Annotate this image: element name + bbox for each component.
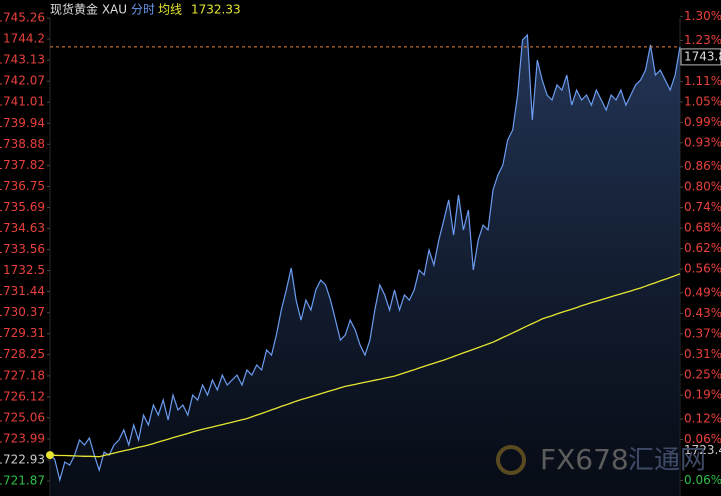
last-price-tag	[680, 48, 721, 66]
y-tick-label: 1722.93	[0, 453, 45, 467]
watermark-text: 汇通网	[628, 446, 706, 476]
y2-tick-label: 0.99%	[684, 115, 721, 129]
y-tick-label: 1743.13	[0, 53, 45, 67]
reference-price: 1723.4	[684, 443, 721, 457]
y2-tick-label: 0.56%	[684, 262, 721, 276]
chart-title: 现货黄金 XAU	[50, 2, 127, 17]
mode-label: 分时	[131, 3, 155, 17]
average-line	[49, 273, 681, 458]
y-tick-label: 1744.2	[3, 31, 45, 45]
y-tick-label: 1734.63	[0, 221, 45, 235]
average-start-dot	[46, 451, 54, 460]
y2-tick-label: 0.06%	[684, 432, 721, 446]
y2-tick-label: 0.62%	[684, 241, 721, 255]
average-value: 1732.33	[191, 3, 241, 17]
y-tick-label: 1736.75	[0, 179, 45, 193]
y-tick-label: 1737.82	[0, 158, 45, 172]
y2-tick-label: 0.74%	[684, 200, 721, 214]
y-tick-label: 1742.07	[0, 74, 45, 88]
y-tick-label: 1728.25	[0, 347, 45, 361]
y-tick-label: 1723.99	[0, 432, 45, 446]
y-tick-label: 1732.5	[3, 263, 45, 277]
y2-tick-label: 0.19%	[684, 388, 721, 402]
y2-tick-label: 0.37%	[684, 326, 721, 340]
watermark-text: FX678	[540, 443, 629, 476]
average-label: 均线	[158, 3, 182, 17]
y2-tick-label: 0.86%	[684, 159, 721, 173]
y-tick-label: 1727.18	[0, 368, 45, 382]
y-tick-label: 1721.87	[0, 474, 45, 488]
y2-tick-label: 0.80%	[684, 180, 721, 194]
y2-tick-label: 0.68%	[684, 221, 721, 235]
y-tick-label: 1731.44	[0, 284, 45, 298]
y2-tick-label: 0.93%	[684, 135, 721, 149]
y2-tick-label: 1.30%	[684, 9, 721, 23]
price-area	[50, 35, 680, 496]
y2-tick-label: 0.12%	[684, 412, 721, 426]
y-tick-label: 1730.37	[0, 305, 45, 319]
last-price-label: 1743.8	[684, 49, 721, 63]
y-tick-label: 1726.12	[0, 389, 45, 403]
watermark-logo	[496, 445, 526, 475]
y-tick-label: 1741.01	[0, 95, 45, 109]
watermark: FX678 汇通网	[496, 443, 706, 476]
y2-tick-label: 1.23%	[684, 33, 721, 47]
price-line	[49, 33, 681, 483]
y-tick-label: 1735.69	[0, 200, 45, 214]
y-tick-label: 1729.31	[0, 326, 45, 340]
y2-tick-label: 1.05%	[684, 94, 721, 108]
y2-tick-label: 0.25%	[684, 367, 721, 381]
y2-tick-label: 0.49%	[684, 285, 721, 299]
y2-tick-label: 1.11%	[684, 74, 721, 88]
y-tick-label: 1733.56	[0, 242, 45, 256]
y2-tick-label: 0.31%	[684, 347, 721, 361]
y2-tick-label: 0.43%	[684, 306, 721, 320]
y2-tick-label: 0.06%	[684, 473, 721, 487]
y-tick-label: 1739.94	[0, 116, 45, 130]
y-tick-label: 1738.88	[0, 137, 45, 151]
y-tick-label: 1745.26	[0, 11, 45, 25]
y-tick-label: 1725.06	[0, 410, 45, 424]
